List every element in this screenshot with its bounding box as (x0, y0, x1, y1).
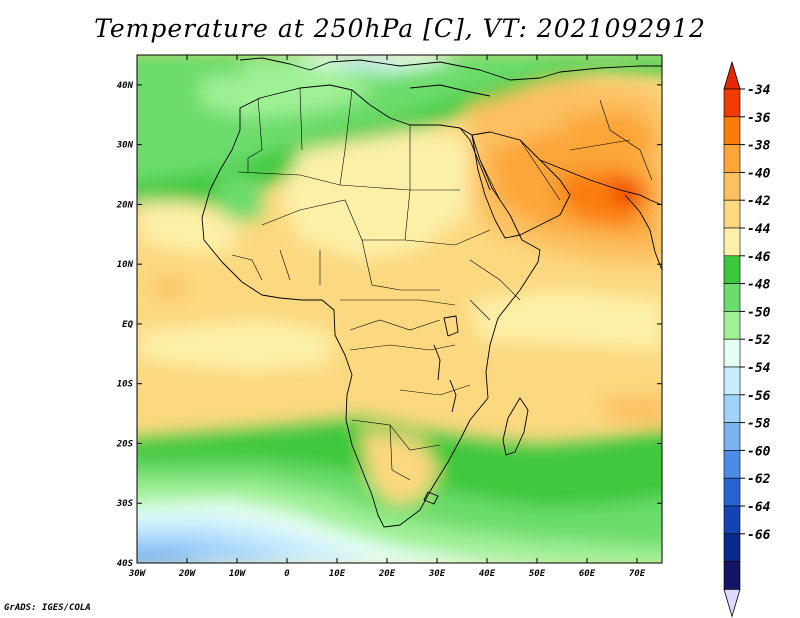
colorbar-swatch (723, 144, 741, 173)
colorbar-label: -66 (747, 528, 771, 543)
colorbar-swatch (723, 88, 741, 118)
colorbar-swatch (723, 450, 741, 479)
colorbar-label: -56 (747, 389, 771, 404)
x-tick-label: 10E (329, 569, 346, 579)
x-tick-label: 40E (479, 569, 496, 579)
colorbar-swatch (723, 283, 741, 312)
y-tick-label: 20N (116, 200, 134, 210)
colorbar-label: -64 (747, 500, 771, 515)
x-tick-label: 10W (229, 569, 247, 579)
colorbar-swatch (723, 505, 741, 535)
colorbar-label: -48 (747, 278, 771, 293)
latitude-axis: 40N 30N 20N 10N EQ 10S 20S 30S 40S (116, 81, 662, 569)
x-tick-label: 0 (284, 569, 290, 579)
colorbar-label: -52 (747, 333, 771, 348)
colorbar-swatch (723, 172, 741, 201)
colorbar-swatch (723, 561, 741, 590)
y-tick-label: EQ (122, 320, 133, 330)
x-tick-label: 30W (128, 569, 147, 579)
colorbar-swatch (723, 338, 741, 368)
y-tick-label: 40N (117, 81, 134, 91)
colorbar-label: -60 (747, 444, 771, 459)
colorbar-label: -44 (747, 222, 771, 237)
x-tick-label: 20W (178, 569, 197, 579)
y-tick-label: 10N (117, 260, 134, 270)
x-tick-label: 20E (378, 569, 396, 579)
colorbar: -34 -36 -38 -40 -42 -44 -46 -48 -50 -52 -54 -56 -58 -… (723, 60, 771, 618)
map-title: Temperature at 250hPa [C], VT: 202109291… (94, 14, 706, 43)
colorbar-swatch (723, 533, 741, 562)
colorbar-swatch (723, 477, 741, 507)
y-tick-label: 10S (117, 380, 134, 390)
colorbar-swatch (723, 394, 741, 423)
longitude-axis: 30W 20W 10W 0 10E 20E 30E 40E 50E 60E 70E (128, 55, 646, 579)
colorbar-label: -62 (747, 472, 771, 487)
colorbar-bottom-arrow (723, 589, 741, 618)
colorbar-label: -58 (747, 417, 771, 432)
temperature-field (137, 55, 662, 563)
y-tick-label: 30S (116, 499, 134, 509)
y-tick-label: 20S (116, 439, 134, 449)
colorbar-swatch (723, 422, 741, 451)
x-tick-label: 60E (579, 569, 596, 579)
colorbar-swatch (723, 366, 741, 396)
colorbar-top-arrow (723, 60, 741, 90)
colorbar-label: -38 (747, 139, 771, 154)
y-tick-label: 40S (117, 559, 134, 569)
colorbar-label: -40 (747, 166, 771, 181)
colorbar-swatch (723, 227, 741, 257)
credit-text: GrADS: IGES/COLA (4, 603, 91, 613)
colorbar-label: -36 (747, 111, 771, 126)
x-tick-label: 50E (529, 569, 546, 579)
colorbar-label: -50 (747, 305, 771, 320)
colorbar-swatch (723, 116, 741, 145)
colorbar-label: -54 (747, 361, 771, 376)
country-borders (231, 87, 653, 481)
colorbar-label: -46 (747, 250, 771, 265)
x-tick-label: 70E (629, 569, 646, 579)
y-tick-label: 30N (116, 141, 134, 151)
colorbar-label: -34 (747, 83, 771, 98)
x-tick-label: 30E (428, 569, 446, 579)
coastlines (201, 57, 662, 528)
colorbar-label: -42 (747, 194, 771, 209)
colorbar-swatch (723, 311, 741, 340)
colorbar-swatch (723, 199, 741, 229)
colorbar-swatch (723, 255, 741, 284)
